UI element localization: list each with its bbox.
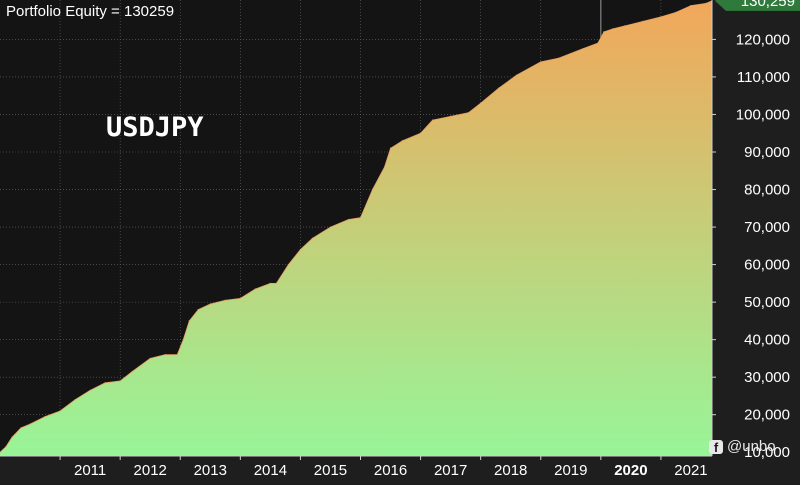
data-point	[0, 451, 1, 453]
data-point	[401, 140, 404, 142]
x-tick-label: 2011	[74, 462, 106, 479]
y-tick-label: 20,000	[744, 407, 790, 424]
x-tick-label: 2018	[494, 462, 527, 479]
equity-area	[0, 0, 712, 457]
data-point	[269, 282, 271, 284]
equity-line	[0, 0, 713, 453]
data-point	[5, 446, 7, 448]
x-axis-background	[0, 456, 712, 480]
data-point	[642, 20, 644, 22]
data-point	[311, 237, 314, 239]
y-tick-label: 110,000	[737, 69, 790, 86]
last-value-label: 130,259	[741, 0, 795, 10]
y-tick-label: 100,000	[736, 106, 790, 123]
brand-text: @unbo	[727, 438, 776, 455]
data-point	[104, 382, 106, 384]
data-point	[597, 42, 599, 44]
last-value-marker: 130,259	[715, 0, 800, 11]
data-point	[419, 132, 422, 134]
x-tick-label: 2021	[674, 462, 707, 479]
y-tick-label: 80,000	[744, 182, 790, 199]
x-axis: 2011 2012 2013 2014 2015 2016 2017 2018 2019 2020…	[0, 455, 712, 479]
facebook-icon: f	[709, 440, 723, 455]
data-point	[188, 320, 190, 322]
data-point	[11, 436, 13, 438]
data-point	[468, 111, 470, 114]
data-point	[59, 410, 61, 412]
data-point	[516, 74, 518, 76]
data-point	[347, 218, 350, 221]
axis-background	[712, 0, 800, 480]
x-tick-label: 2020	[614, 462, 647, 479]
y-tick-label: 60,000	[744, 257, 790, 274]
data-point	[389, 147, 392, 149]
data-point	[197, 309, 199, 311]
data-point	[224, 299, 226, 301]
y-tick-label: 120,000	[736, 31, 790, 48]
data-point	[20, 427, 22, 429]
data-point	[254, 288, 256, 290]
data-point	[660, 16, 662, 18]
data-point	[612, 28, 614, 30]
data-point	[371, 188, 374, 191]
data-point	[176, 354, 178, 356]
data-point	[44, 415, 46, 418]
data-point	[239, 297, 241, 299]
data-point	[582, 48, 584, 50]
x-tick-label: 2019	[554, 462, 587, 479]
data-point	[209, 303, 211, 305]
data-point	[359, 217, 362, 219]
data-point	[329, 226, 332, 228]
chart-title: Portfolio Equity = 130259	[6, 3, 175, 20]
data-point	[480, 102, 482, 104]
data-point	[540, 61, 542, 63]
y-tick-label: 10,000	[744, 444, 790, 461]
x-tick-label: 2016	[374, 462, 407, 479]
data-point	[603, 31, 605, 33]
data-point	[29, 423, 31, 425]
last-value-tag	[715, 0, 800, 11]
y-tick-label: 90,000	[744, 144, 790, 161]
data-point	[89, 389, 91, 391]
data-point	[164, 354, 166, 356]
data-point	[299, 248, 302, 251]
data-point	[119, 380, 121, 382]
y-tick-label: 30,000	[744, 369, 790, 386]
y-tick-label: 40,000	[744, 332, 790, 349]
data-point	[498, 87, 500, 89]
data-point	[383, 166, 386, 168]
x-tick-label: 2014	[254, 462, 287, 479]
data-point	[450, 115, 452, 117]
data-point	[275, 282, 277, 284]
symbol-watermark: USDJPY	[106, 112, 204, 143]
y-axis: 10,000 20,000 30,000 40,000 50,000 60,000 70,0…	[711, 0, 790, 461]
y-tick-label: 50,000	[744, 294, 790, 311]
x-tick-label: 2013	[194, 462, 227, 479]
data-point	[149, 357, 151, 360]
x-tick-label: 2015	[314, 462, 347, 479]
data-point	[624, 25, 626, 27]
x-tick-label: 2012	[134, 462, 167, 479]
data-point	[690, 5, 692, 7]
data-point	[675, 11, 677, 13]
x-tick-label: 2017	[434, 462, 467, 479]
area-series	[0, 0, 713, 457]
data-point	[182, 339, 184, 341]
y-tick-label: 70,000	[744, 219, 790, 236]
branding: f @unbo	[709, 438, 776, 455]
data-point	[432, 119, 434, 121]
data-point	[705, 2, 707, 4]
data-point	[74, 399, 76, 401]
data-point	[287, 263, 290, 266]
data-point	[558, 57, 560, 59]
data-point	[131, 370, 133, 373]
